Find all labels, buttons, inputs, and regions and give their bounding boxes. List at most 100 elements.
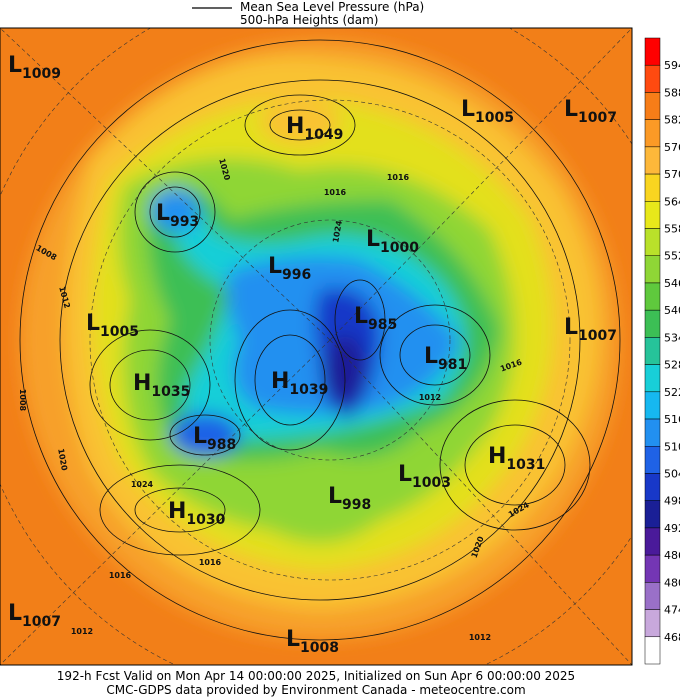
isobar-label: 1016	[324, 188, 347, 197]
center-letter: L	[86, 311, 100, 336]
colorbar-label: 582	[664, 114, 680, 127]
colorbar-label: 510	[664, 440, 680, 453]
footer-text: 192-h Fcst Valid on Mon Apr 14 00:00:00 …	[57, 669, 575, 683]
isobar-label: 1024	[331, 219, 344, 243]
colorbar-label: 588	[664, 86, 680, 99]
pressure-center: L981	[424, 344, 467, 373]
center-value: 996	[282, 267, 311, 283]
isobar-label: 1012	[469, 633, 491, 642]
isobar-label: 1012	[71, 627, 93, 636]
pressure-center: L1005	[461, 97, 514, 126]
center-value: 1007	[578, 110, 617, 126]
colorbar-label: 546	[664, 277, 680, 290]
pressure-center: L1003	[398, 462, 451, 491]
center-letter: L	[564, 315, 578, 340]
colorbar-box	[644, 636, 661, 665]
pressure-center: L1007	[564, 97, 617, 126]
center-letter: L	[424, 344, 438, 369]
center-value: 1030	[186, 512, 225, 528]
center-value: 1039	[289, 382, 328, 398]
center-letter: L	[286, 627, 300, 652]
isobar-label: 1016	[199, 558, 222, 567]
colorbar-label: 522	[664, 386, 680, 399]
map-frame	[0, 27, 633, 666]
center-value: 993	[170, 214, 199, 230]
colorbar-label: 474	[664, 604, 680, 617]
colorbar-box	[644, 473, 661, 501]
pressure-center: H1035	[133, 371, 190, 400]
colorbar-label: 540	[664, 304, 680, 317]
center-value: 1000	[380, 240, 419, 256]
pressure-center: L1007	[564, 315, 617, 344]
isobar-label: 1016	[387, 173, 410, 182]
legend-text: Mean Sea Level Pressure (hPa)	[240, 0, 424, 14]
colorbar-box	[644, 92, 661, 120]
center-letter: L	[8, 601, 22, 626]
pressure-center: L988	[193, 424, 236, 453]
pressure-center: L1000	[366, 227, 419, 256]
colorbar-label: 486	[664, 549, 680, 562]
colorbar-box	[644, 255, 661, 284]
colorbar-label: 558	[664, 223, 680, 236]
colorbar-label: 552	[664, 250, 680, 263]
pressure-center: H1031	[488, 444, 545, 473]
center-letter: H	[168, 499, 186, 524]
center-value: 1007	[578, 328, 617, 344]
center-letter: L	[398, 462, 412, 487]
center-letter: H	[286, 114, 304, 139]
center-value: 1003	[412, 475, 451, 491]
colorbar-label: 564	[664, 195, 680, 208]
footer-text: CMC-GDPS data provided by Environment Ca…	[106, 683, 525, 697]
center-value: 1049	[304, 127, 343, 143]
colorbar-label: 576	[664, 141, 680, 154]
isobar-label: 1008	[18, 389, 27, 412]
colorbar-box	[644, 309, 661, 338]
colorbar-label: 504	[664, 467, 680, 480]
center-value: 1008	[300, 640, 339, 656]
colorbar-box	[644, 554, 661, 583]
pressure-center: H1039	[271, 369, 328, 398]
pressure-center: L985	[354, 304, 397, 333]
center-value: 998	[342, 497, 371, 513]
colorbar-box	[644, 173, 661, 202]
center-value: 981	[438, 357, 467, 373]
center-letter: H	[271, 369, 289, 394]
colorbar-label: 570	[664, 168, 680, 181]
pressure-center: L1005	[86, 311, 139, 340]
center-value: 988	[207, 437, 236, 453]
pressure-center: L1007	[8, 601, 61, 630]
center-value: 1005	[475, 110, 514, 126]
colorbar-box	[644, 364, 661, 393]
pressure-center: L998	[328, 484, 371, 513]
isobar-label: 1012	[419, 393, 441, 402]
center-value: 1009	[22, 66, 61, 82]
colorbar-box	[644, 337, 661, 365]
colorbar-box	[644, 146, 661, 175]
center-value: 985	[368, 317, 397, 333]
colorbar-box	[644, 527, 661, 556]
colorbar-label: 480	[664, 576, 680, 589]
legend-text: 500-hPa Heights (dam)	[240, 13, 378, 27]
colorbar-box	[644, 37, 661, 66]
center-letter: L	[8, 53, 22, 78]
center-letter: H	[488, 444, 506, 469]
pressure-center: L1008	[286, 627, 339, 656]
height-field	[20, 40, 620, 640]
pressure-center: L993	[156, 201, 199, 230]
colorbar-box	[644, 391, 661, 420]
colorbar: 594 588 582 576 570 564 558 552 546 540 534 528 522 5…	[644, 37, 680, 665]
center-letter: L	[193, 424, 207, 449]
colorbar-box	[644, 282, 661, 311]
colorbar-label: 528	[664, 359, 680, 372]
isobar-label: 1024	[131, 480, 154, 489]
colorbar-label: 498	[664, 495, 680, 508]
colorbar-label: 594	[664, 59, 680, 72]
center-letter: L	[268, 254, 282, 279]
colorbar-box	[644, 582, 661, 610]
center-letter: L	[564, 97, 578, 122]
colorbar-box	[644, 609, 661, 638]
center-value: 1031	[506, 457, 545, 473]
